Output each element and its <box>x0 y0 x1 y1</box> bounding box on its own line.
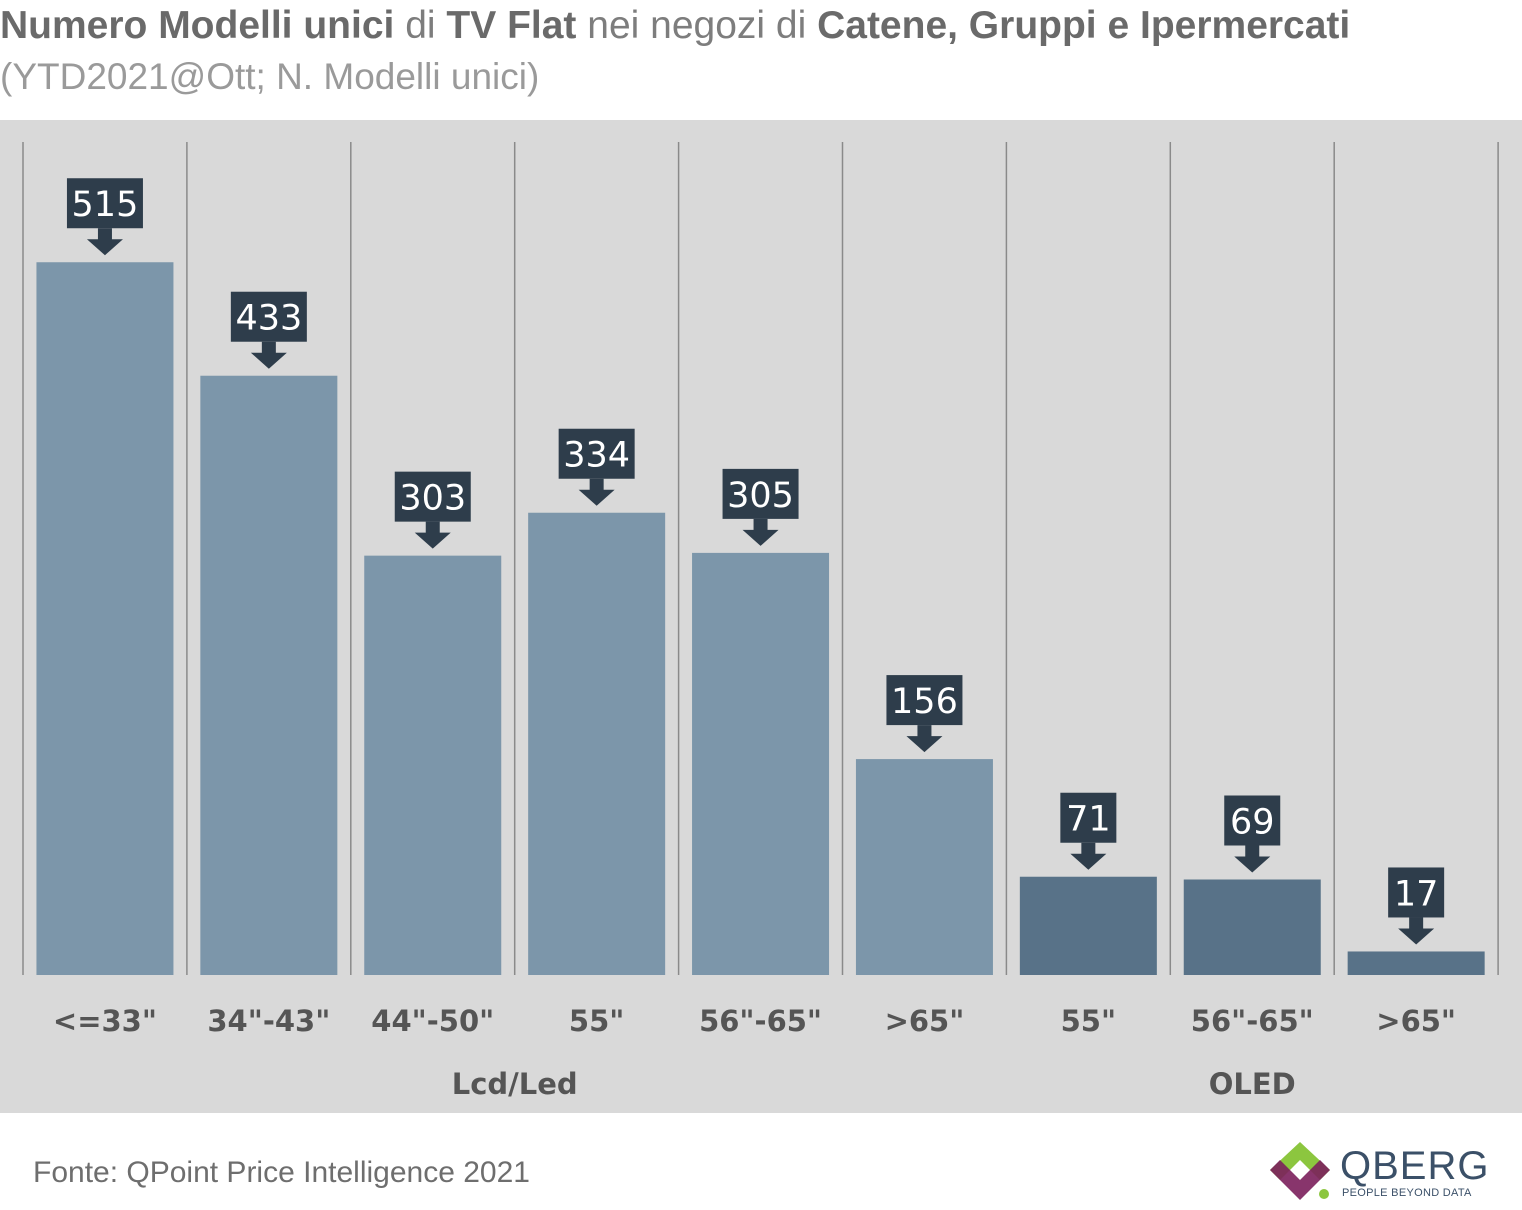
logo-lower-chevron <box>1270 1160 1330 1200</box>
data-label-arrow <box>250 341 287 369</box>
logo-tagline: PEOPLE BEYOND DATA <box>1342 1187 1472 1199</box>
bar <box>364 555 502 975</box>
data-label-box <box>558 428 635 479</box>
qberg-logo-icon <box>1270 1142 1330 1200</box>
data-label-box <box>230 291 307 342</box>
data-label: 433 <box>235 299 302 339</box>
category-label: 34"-43" <box>207 1004 330 1038</box>
group-label: OLED <box>1209 1067 1296 1101</box>
logo-name: QBERG <box>1340 1144 1490 1188</box>
title-part-5: Catene, Gruppi e Ipermercati <box>817 4 1351 47</box>
data-label-arrow <box>1070 842 1107 870</box>
bar <box>1347 951 1485 975</box>
data-label-box <box>1388 867 1445 918</box>
data-label-box <box>1060 792 1117 843</box>
category-label: 56"-65" <box>699 1004 822 1038</box>
category-label: >65" <box>1376 1004 1456 1038</box>
title-part-3: TV Flat <box>446 4 577 47</box>
data-label-box <box>886 675 963 726</box>
chart-subtitle: (YTD2021@Ott; N. Modelli unici) <box>0 56 540 97</box>
category-label: 55" <box>569 1004 624 1038</box>
qberg-logo: QBERG PEOPLE BEYOND DATA <box>1266 1138 1496 1204</box>
bar <box>1183 879 1321 975</box>
chart-panel: 515 <=33" 433 34"-43" 303 44"-50" 334 55" 305 56"… <box>0 120 1522 1113</box>
data-label: 515 <box>72 185 139 225</box>
data-label: 303 <box>399 479 466 519</box>
data-label: 71 <box>1066 800 1111 840</box>
bar <box>1019 876 1157 975</box>
data-label-arrow <box>906 725 943 753</box>
data-label-arrow <box>86 228 123 256</box>
bar <box>200 375 338 975</box>
title-part-4: nei negozi di <box>576 4 818 47</box>
bar-chart: 515 <=33" 433 34"-43" 303 44"-50" 334 55" 305 56"… <box>22 142 1499 1101</box>
data-label-arrow <box>742 518 779 546</box>
data-label: 17 <box>1394 874 1439 914</box>
category-label: <=33" <box>53 1004 157 1038</box>
data-label-box <box>394 471 471 522</box>
data-label-arrow <box>414 521 451 549</box>
title-part-2: di <box>394 4 447 47</box>
data-label-box <box>1224 795 1281 846</box>
data-label: 305 <box>727 476 794 516</box>
category-label: 44"-50" <box>371 1004 494 1038</box>
group-label: Lcd/Led <box>452 1067 578 1101</box>
bar <box>528 512 666 975</box>
chart-title: Numero Modelli unici di TV Flat nei nego… <box>0 2 1350 50</box>
bar <box>36 262 174 975</box>
data-label-arrow <box>1398 917 1435 945</box>
bar <box>692 552 830 975</box>
data-label-arrow <box>1234 845 1271 873</box>
category-label: >65" <box>885 1004 965 1038</box>
data-label-box <box>66 178 143 229</box>
bar <box>855 759 993 975</box>
data-label-box <box>722 468 799 519</box>
data-label: 156 <box>891 682 958 722</box>
data-label-arrow <box>578 478 615 506</box>
source-note: Fonte: QPoint Price Intelligence 2021 <box>33 1156 530 1189</box>
data-label: 69 <box>1230 803 1275 843</box>
logo-dot <box>1319 1189 1329 1199</box>
category-label: 55" <box>1061 1004 1116 1038</box>
category-label: 56"-65" <box>1191 1004 1314 1038</box>
data-label: 334 <box>563 436 630 476</box>
title-part-1: Numero Modelli unici <box>0 4 395 47</box>
